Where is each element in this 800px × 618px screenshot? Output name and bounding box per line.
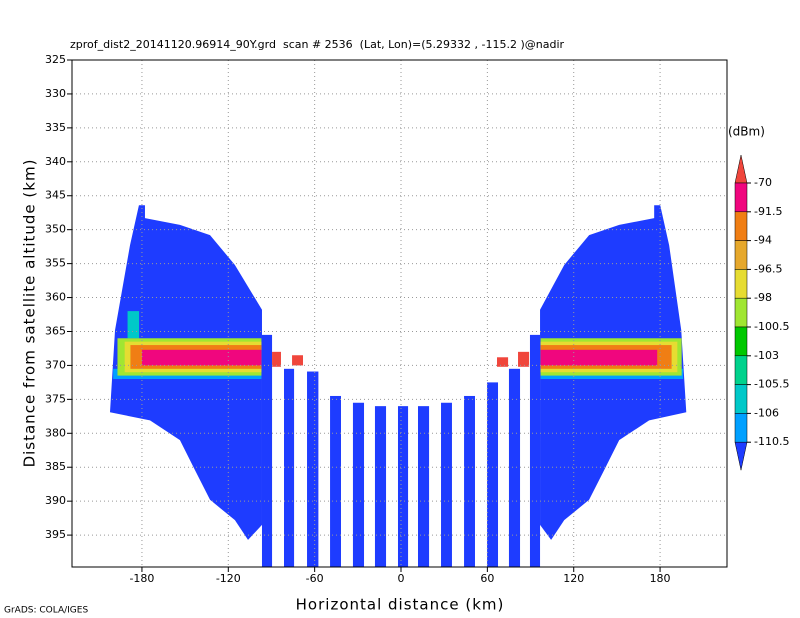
colorbar-label: -103 <box>754 349 779 362</box>
y-tick-label: 395 <box>45 528 66 541</box>
colorbar-swatch <box>734 240 748 270</box>
echo-cell <box>508 368 521 567</box>
echo-cell <box>127 311 140 339</box>
colorbar-label: -106 <box>754 406 779 419</box>
y-tick-label: 360 <box>45 291 66 304</box>
colorbar-swatch <box>734 355 748 385</box>
y-tick-label: 325 <box>45 53 66 66</box>
y-tick-label: 390 <box>45 494 66 507</box>
echo-cell <box>307 371 319 567</box>
colorbar-label: -105.5 <box>754 378 789 391</box>
echo-cell <box>497 357 509 367</box>
colorbar-label: -70 <box>754 176 772 189</box>
echo-cell <box>441 402 452 567</box>
y-tick-label: 335 <box>45 121 66 134</box>
colorbar-swatch <box>734 326 748 357</box>
colorbar-swatch <box>734 211 748 241</box>
x-axis-label: Horizontal distance (km) <box>296 596 505 614</box>
y-tick-label: 330 <box>45 87 66 100</box>
y-tick-label: 345 <box>45 189 66 202</box>
chart-title: zprof_dist2_20141120.96914_90Y.grd scan … <box>70 38 565 51</box>
colorbar-swatch <box>734 182 748 213</box>
y-tick-label: 340 <box>45 155 66 168</box>
x-tick-label: -180 <box>129 572 154 585</box>
y-tick-label: 370 <box>45 358 66 371</box>
colorbar-label: -100.5 <box>754 320 789 333</box>
echo-cell <box>272 351 281 367</box>
colorbar-label: -91.5 <box>754 205 782 218</box>
x-tick-label: 120 <box>563 572 584 585</box>
echo-cell <box>529 334 541 567</box>
colorbar-swatch <box>734 154 748 184</box>
colorbar-swatch <box>734 413 748 443</box>
echo-cell <box>487 382 499 567</box>
credit: GrADS: COLA/IGES <box>4 606 88 616</box>
echo-cell <box>464 395 475 567</box>
echo-cell <box>292 355 303 366</box>
y-tick-label: 355 <box>45 257 66 270</box>
plot-frame <box>71 59 728 568</box>
x-tick-label: -120 <box>216 572 241 585</box>
y-tick-label: 385 <box>45 460 66 473</box>
x-tick-label: -60 <box>306 572 324 585</box>
y-tick-label: 375 <box>45 392 66 405</box>
echo-cell <box>352 402 365 567</box>
colorbar-unit: (dBm) <box>728 125 765 139</box>
colorbar-label: -94 <box>754 234 772 247</box>
echo-cell <box>284 368 295 567</box>
x-tick-label: 180 <box>650 572 671 585</box>
y-tick-label: 365 <box>45 324 66 337</box>
colorbar-swatch <box>734 297 748 328</box>
x-tick-label: 60 <box>480 572 494 585</box>
x-tick-label: 0 <box>398 572 405 585</box>
y-tick-label: 350 <box>45 223 66 236</box>
echo-cell <box>261 334 273 567</box>
colorbar-label: -96.5 <box>754 262 782 275</box>
colorbar-swatch <box>734 384 748 414</box>
echo-cell <box>374 406 387 567</box>
echo-cell <box>540 349 658 366</box>
echo-cell <box>417 406 430 567</box>
colorbar-label: -110.5 <box>754 435 789 448</box>
y-tick-label: 380 <box>45 426 66 439</box>
echo-cell <box>141 349 262 366</box>
colorbar-swatch <box>734 269 748 299</box>
y-axis-label: Distance from satellite altitude (km) <box>21 159 39 468</box>
echo-cell <box>518 351 530 367</box>
echo-cell <box>397 406 409 567</box>
colorbar-swatch <box>734 441 748 471</box>
echo-cell <box>330 395 341 567</box>
colorbar-label: -98 <box>754 291 772 304</box>
